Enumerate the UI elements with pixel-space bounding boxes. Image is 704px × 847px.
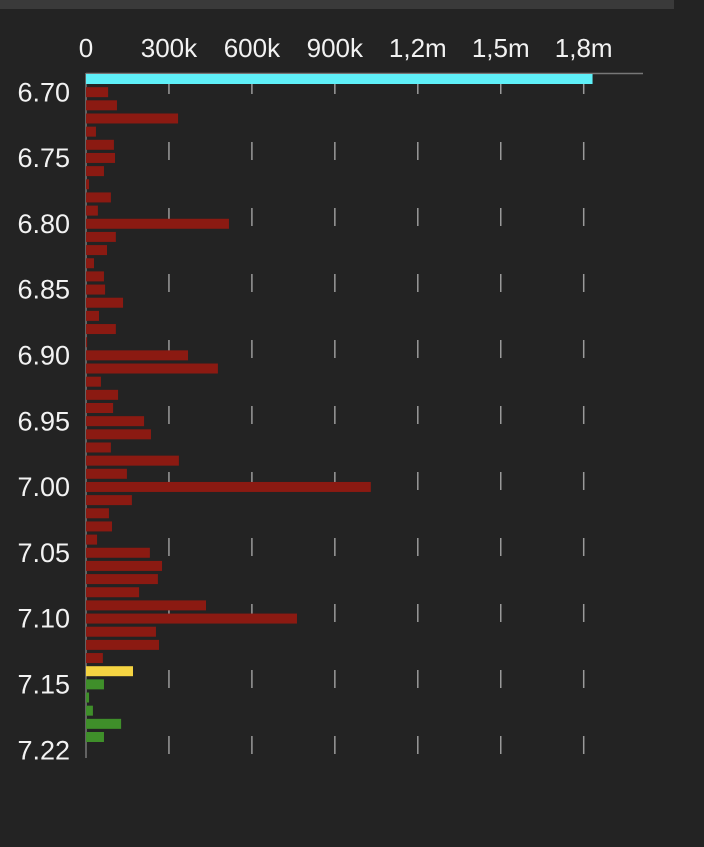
bar <box>86 350 189 361</box>
bar <box>86 468 127 479</box>
y-tick-label: 6.90 <box>17 340 70 370</box>
bar <box>86 534 98 545</box>
y-tick-label: 7.00 <box>17 472 70 502</box>
x-tick-label: 0 <box>79 33 93 63</box>
y-tick-label: 6.75 <box>17 143 70 173</box>
bar <box>86 403 114 413</box>
bar <box>86 337 88 348</box>
bar <box>86 245 108 256</box>
bar <box>86 179 90 190</box>
bar <box>86 218 229 229</box>
bar <box>86 139 114 150</box>
bar <box>86 376 101 387</box>
bar <box>86 547 150 558</box>
y-tick-label: 7.10 <box>17 604 70 634</box>
bar <box>86 297 124 308</box>
bar <box>86 310 99 321</box>
bar <box>86 587 140 598</box>
y-tick-label: 7.05 <box>17 538 70 568</box>
bar <box>86 126 96 137</box>
y-tick-label: 6.85 <box>17 275 70 305</box>
bar <box>86 521 112 532</box>
bar <box>86 679 104 690</box>
bar <box>86 166 104 177</box>
bar <box>86 653 103 664</box>
bar <box>86 258 95 269</box>
x-tick-label: 1,5m <box>472 33 530 63</box>
bar <box>86 718 122 729</box>
bar <box>86 574 158 585</box>
y-tick-label: 6.80 <box>17 209 70 239</box>
y-tick-label: 7.22 <box>17 735 70 765</box>
bar <box>86 152 116 163</box>
bar <box>86 192 111 203</box>
bar <box>86 666 134 677</box>
bar <box>86 324 116 335</box>
y-tick-label: 6.70 <box>17 77 70 107</box>
bar <box>86 231 116 242</box>
bar <box>86 205 98 216</box>
bar <box>86 495 132 506</box>
bar <box>86 481 371 492</box>
x-tick-label: 1,8m <box>555 33 613 63</box>
bar <box>86 600 207 611</box>
bar <box>86 284 106 295</box>
bar <box>86 560 163 571</box>
bar <box>86 455 179 466</box>
bar <box>86 732 104 742</box>
bar <box>86 363 218 374</box>
bar <box>86 74 593 84</box>
bar <box>86 705 93 716</box>
bar <box>86 626 156 637</box>
x-tick-label: 900k <box>307 33 364 63</box>
bar <box>86 692 90 703</box>
y-tick-label: 6.95 <box>17 406 70 436</box>
x-tick-label: 300k <box>141 33 198 63</box>
bar <box>86 639 159 650</box>
bar <box>86 113 179 124</box>
bar <box>86 87 109 98</box>
bar <box>86 389 119 400</box>
bar <box>86 442 111 453</box>
bar <box>86 508 109 519</box>
top-bar <box>0 0 674 9</box>
y-tick-label: 7.15 <box>17 669 70 699</box>
bar <box>86 100 117 111</box>
bar <box>86 613 297 624</box>
bar <box>86 429 151 440</box>
x-tick-label: 1,2m <box>389 33 447 63</box>
x-tick-label: 600k <box>224 33 281 63</box>
bar <box>86 271 104 282</box>
bar <box>86 416 145 427</box>
